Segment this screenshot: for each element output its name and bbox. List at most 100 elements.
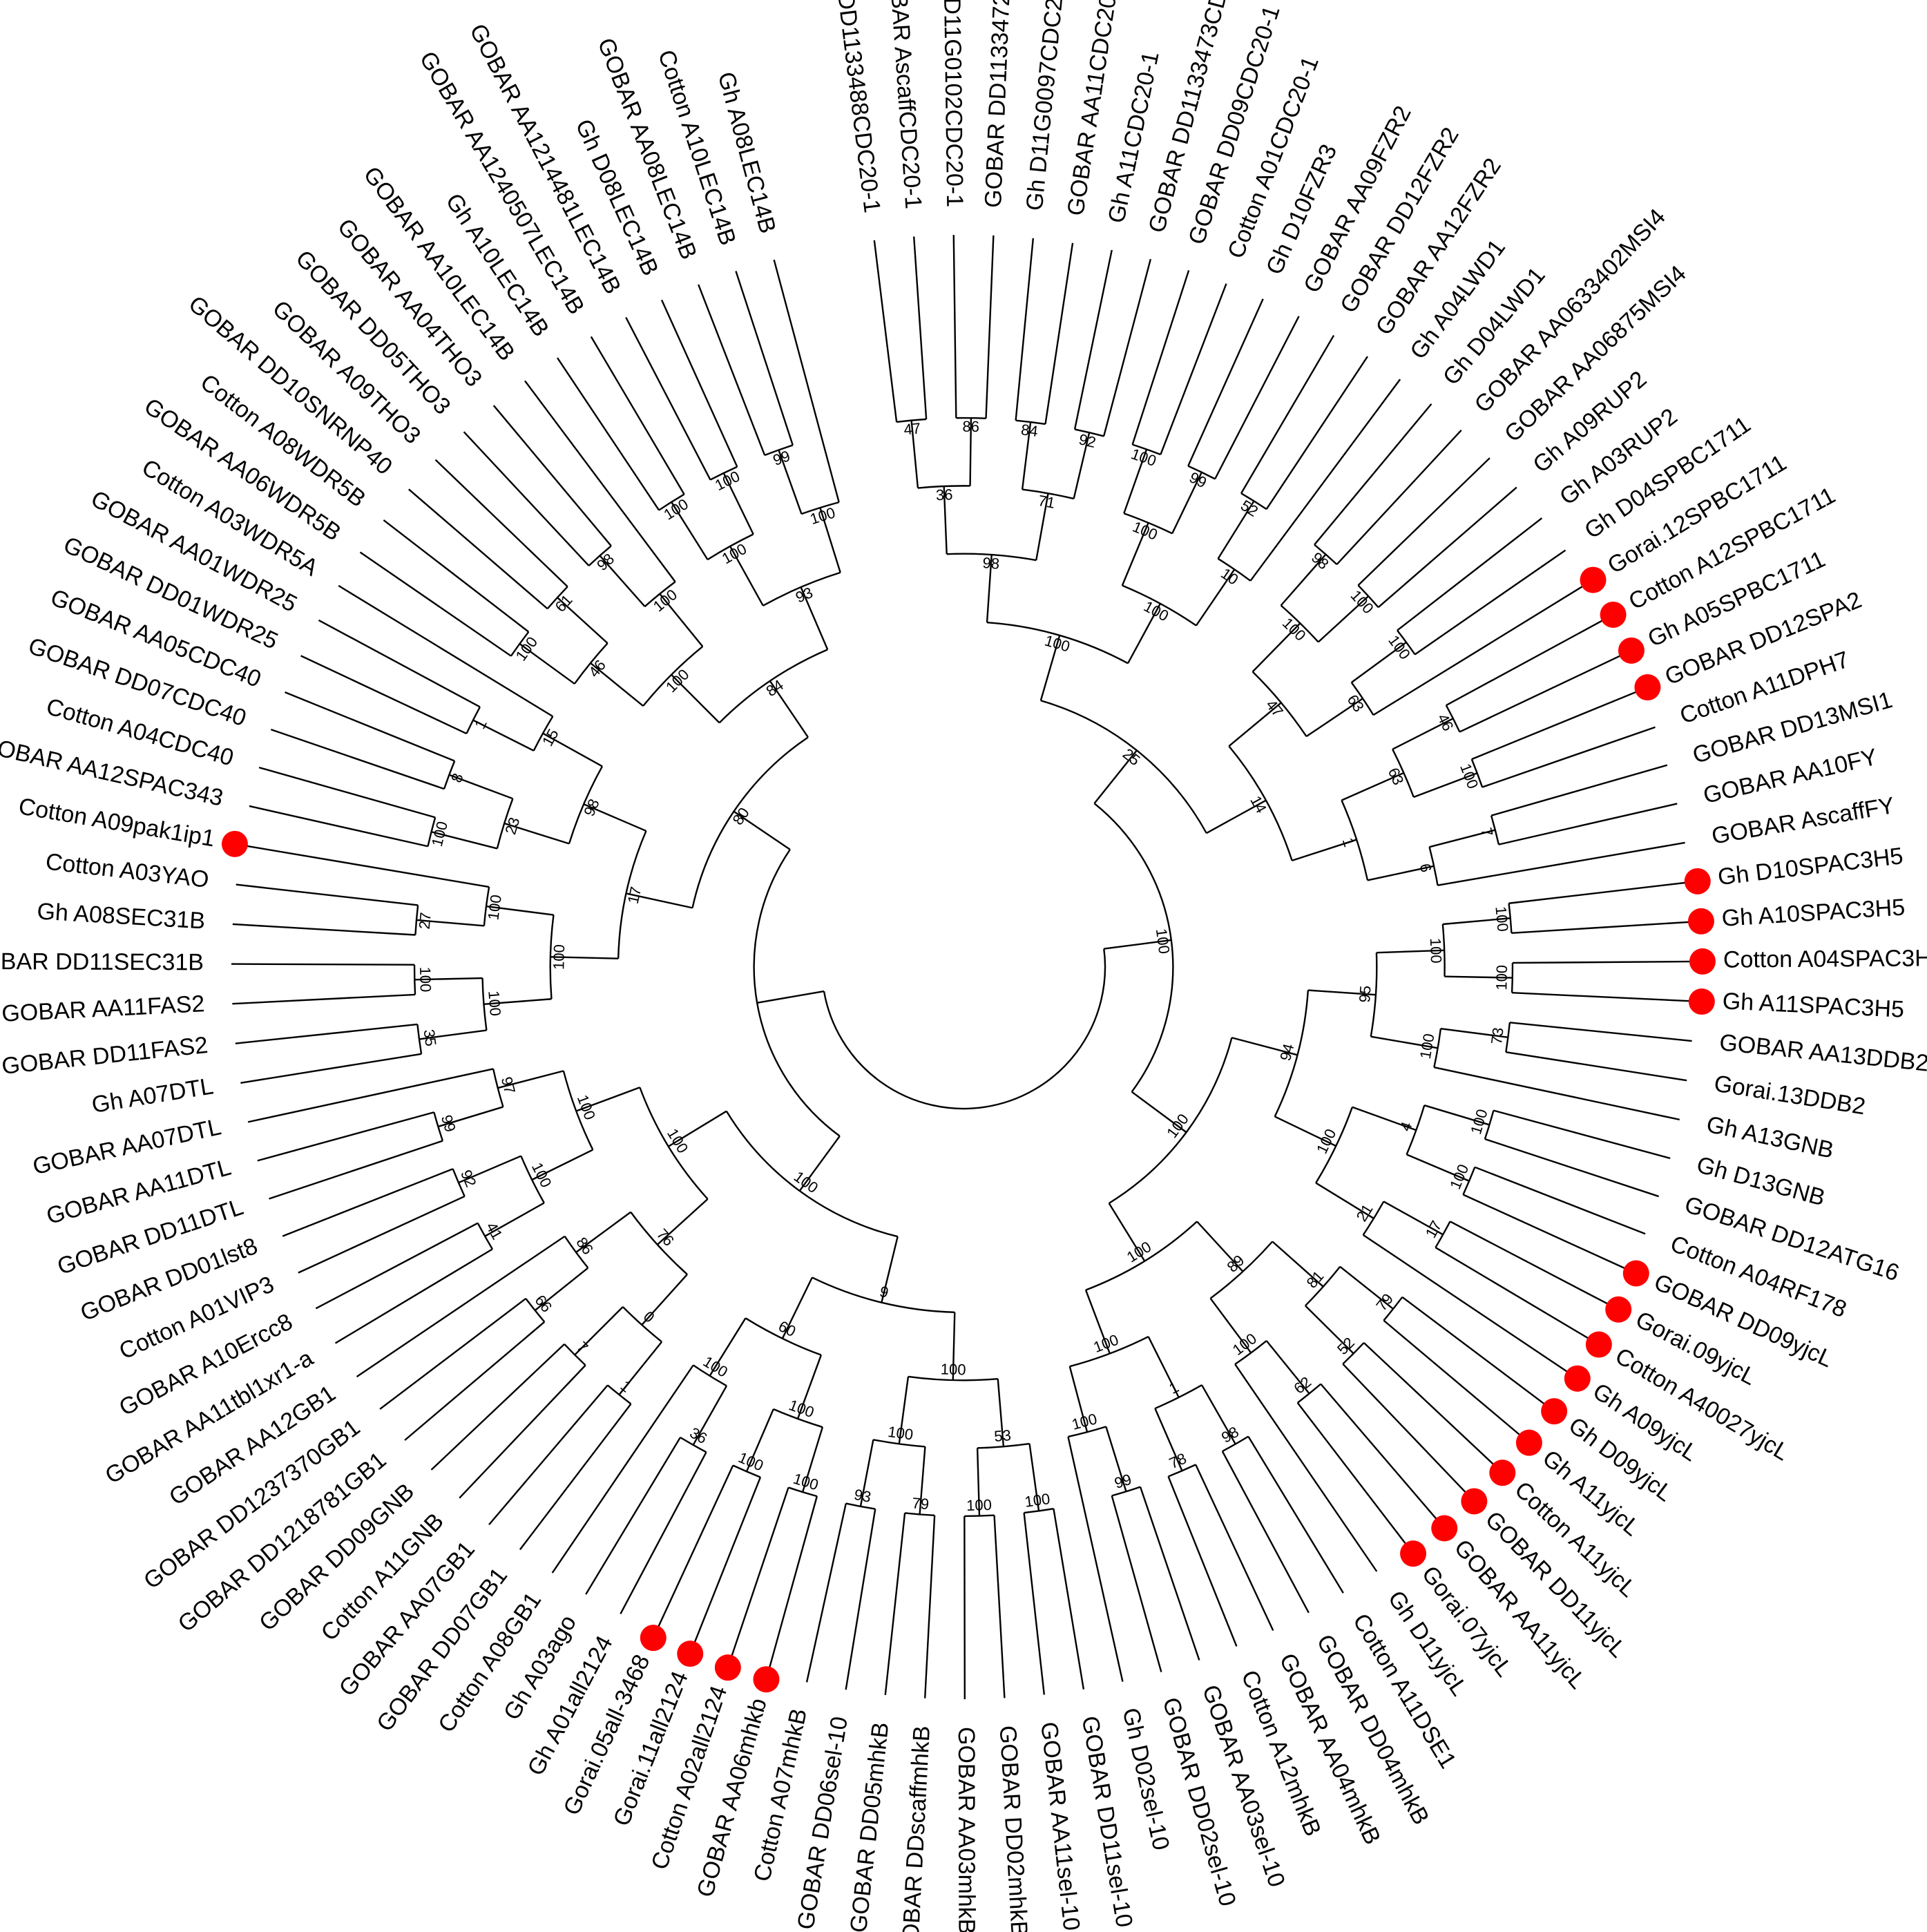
- branch-arc: [416, 1024, 423, 1054]
- branch-line: [431, 831, 498, 850]
- leaf-label: GOBAR DD11FAS2: [1, 1032, 209, 1080]
- branch-line: [1462, 1194, 1631, 1272]
- branch-line: [1342, 1363, 1470, 1498]
- bootstrap-value: 100: [700, 1352, 731, 1381]
- bootstrap-value: 100: [1427, 937, 1445, 964]
- highlight-marker: [1689, 948, 1716, 975]
- bootstrap-value: 100: [1417, 1032, 1438, 1060]
- bootstrap-value: 93: [793, 584, 815, 606]
- bootstrap-value: 100: [940, 1360, 966, 1378]
- branch-arc: [1370, 953, 1378, 1037]
- bootstrap-value: 98: [580, 796, 603, 819]
- branch-line: [709, 1317, 747, 1377]
- highlight-marker: [221, 830, 248, 857]
- branch-line: [472, 719, 535, 752]
- bootstrap-value: 53: [993, 1426, 1011, 1445]
- leaf-label: Cotton A04SPAC3H5: [1723, 945, 1927, 973]
- branch-line: [1187, 298, 1264, 467]
- branch-line: [943, 486, 948, 555]
- branch-line: [952, 1312, 956, 1381]
- bootstrap-value: 100: [1091, 1331, 1121, 1356]
- branch-line: [698, 284, 766, 456]
- bootstrap-value: 80: [729, 804, 752, 828]
- branch-arc: [414, 905, 419, 935]
- bootstrap-value: 6: [1417, 862, 1435, 874]
- highlight-markers: [221, 566, 1716, 1693]
- branch-line: [414, 977, 483, 981]
- bootstrap-value: 100: [1124, 1238, 1154, 1266]
- branch-line: [993, 1515, 1006, 1699]
- bootstrap-value: 1: [471, 716, 490, 731]
- branch-arc: [607, 1384, 632, 1405]
- branch-line: [258, 766, 436, 819]
- branch-line: [1131, 1091, 1187, 1134]
- leaf-label: GOBAR DD1133472CDC20-1: [980, 0, 1019, 209]
- bootstrap-value: 17: [624, 885, 645, 905]
- bootstrap-value: 7: [1477, 826, 1496, 839]
- branch-line: [1111, 1495, 1162, 1672]
- branch-line: [1383, 1319, 1525, 1440]
- branch-line: [859, 1440, 874, 1507]
- branch-line: [1108, 1203, 1146, 1262]
- branch-line: [668, 1110, 727, 1147]
- highlight-marker: [1489, 1460, 1516, 1486]
- bootstrap-value: 4: [1397, 1120, 1416, 1134]
- branch-arc: [644, 581, 676, 607]
- branch-line: [1252, 622, 1301, 673]
- branch-arc: [753, 849, 841, 1137]
- branch-line: [1201, 1384, 1236, 1445]
- branch-arc: [1228, 745, 1293, 861]
- bootstrap-value: 1: [1339, 836, 1359, 849]
- branch-line: [1265, 1340, 1310, 1395]
- bootstrap-value: 100: [485, 990, 504, 1017]
- branch-line: [1214, 316, 1300, 479]
- branch-line: [845, 1509, 876, 1690]
- branch-arc: [562, 1071, 594, 1151]
- bootstrap-value: 23: [501, 815, 523, 836]
- branch-line: [241, 844, 490, 888]
- highlight-marker: [1634, 674, 1661, 701]
- branch-line: [531, 1149, 593, 1181]
- branch-line: [671, 673, 720, 724]
- branch-line: [1196, 1221, 1244, 1272]
- bootstrap-value: 100: [719, 540, 749, 568]
- branch-line: [1444, 975, 1513, 979]
- branch-line: [778, 450, 803, 515]
- branch-line: [232, 993, 416, 1005]
- leaf-label: GOBAR DD11SEC31B: [0, 948, 204, 975]
- bootstrap-value: 47: [1263, 696, 1287, 720]
- branch-line: [1307, 989, 1377, 996]
- branch-line: [898, 1376, 910, 1444]
- bootstrap-value: 100: [736, 1448, 766, 1474]
- branch-arc: [642, 646, 704, 707]
- leaf-label: Gh D11G0097CDC20-1: [1022, 0, 1071, 212]
- branch-line: [1021, 421, 1032, 490]
- branch-line: [671, 501, 709, 560]
- branch-line: [1015, 238, 1035, 421]
- branch-line: [257, 1111, 434, 1162]
- branch-line: [620, 1451, 707, 1615]
- branch-line: [1511, 921, 1695, 934]
- branch-line: [575, 1087, 640, 1112]
- branch-arc: [956, 417, 986, 419]
- branch-line: [1121, 522, 1149, 586]
- branch-line: [912, 236, 928, 419]
- branch-line: [1305, 698, 1363, 738]
- branch-line: [1341, 772, 1404, 801]
- bootstrap-value: 79: [1372, 1290, 1397, 1314]
- bootstrap-value: 100: [428, 819, 451, 848]
- bootstrap-value: 8: [448, 771, 467, 785]
- branch-line: [1195, 1464, 1274, 1632]
- branch-line: [656, 1198, 709, 1245]
- bootstrap-value: 52: [1238, 497, 1261, 520]
- bootstrap-value: 100: [1313, 1126, 1339, 1156]
- branch-line: [524, 380, 676, 582]
- branch-line: [448, 774, 513, 800]
- leaf-label: Gh A11SPAC3H5: [1722, 988, 1905, 1022]
- branch-line: [1067, 1436, 1124, 1682]
- bootstrap-value: 100: [661, 495, 691, 524]
- bootstrap-value: 63: [1344, 691, 1368, 715]
- branch-arc: [1209, 1241, 1274, 1299]
- branch-line: [575, 1211, 631, 1253]
- highlight-marker: [1605, 1296, 1632, 1323]
